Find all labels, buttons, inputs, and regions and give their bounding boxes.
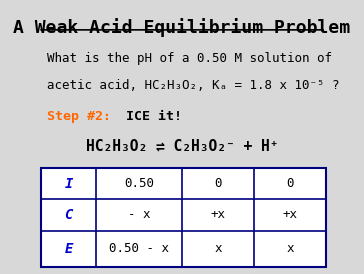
Text: 0: 0 [286,177,294,190]
Text: +x: +x [210,209,225,221]
Text: acetic acid, HC₂H₃O₂, Kₐ = 1.8 x 10⁻⁵ ?: acetic acid, HC₂H₃O₂, Kₐ = 1.8 x 10⁻⁵ ? [47,79,340,92]
Text: Step #2:: Step #2: [47,110,111,123]
Text: What is the pH of a 0.50 M solution of: What is the pH of a 0.50 M solution of [47,52,332,65]
Text: HC₂H₃O₂ ⇌ C₂H₃O₂⁻ + H⁺: HC₂H₃O₂ ⇌ C₂H₃O₂⁻ + H⁺ [86,138,278,153]
Text: ICE it!: ICE it! [110,110,182,123]
Text: 0: 0 [214,177,222,190]
Text: C: C [64,208,73,222]
Text: x: x [214,242,222,255]
Text: 0.50: 0.50 [124,177,154,190]
FancyBboxPatch shape [41,168,326,267]
Text: E: E [64,242,73,256]
Text: A Weak Acid Equilibrium Problem: A Weak Acid Equilibrium Problem [13,18,351,37]
Text: - x: - x [128,209,150,221]
Text: +x: +x [282,209,297,221]
Text: x: x [286,242,294,255]
Text: I: I [64,177,73,191]
Text: 0.50 - x: 0.50 - x [109,242,169,255]
